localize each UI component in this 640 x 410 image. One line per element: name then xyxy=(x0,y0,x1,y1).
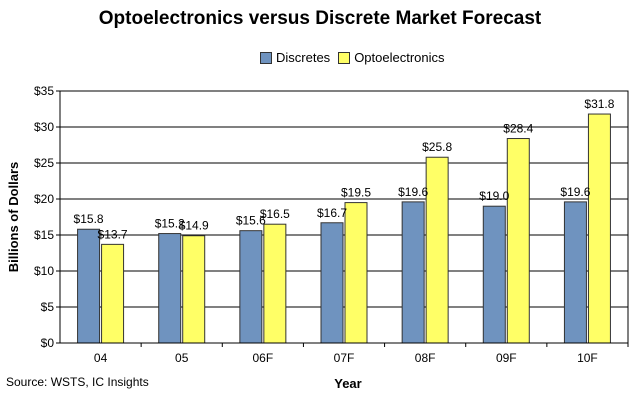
data-label: $19.6 xyxy=(560,185,590,199)
legend-swatch-discretes xyxy=(260,51,272,64)
x-tick-label: 08F xyxy=(415,351,436,365)
bar-discretes xyxy=(158,233,182,344)
x-tick-label: 04 xyxy=(94,351,108,365)
bar-discretes xyxy=(239,230,263,344)
bars xyxy=(77,113,611,344)
data-label: $19.6 xyxy=(398,185,428,199)
axes: $0 $5 $10 $15 $20 $25 $30 $35 04 05 06F 07F 08F 09F 10… xyxy=(6,84,629,391)
legend-item-discretes: Discretes xyxy=(260,50,330,65)
y-tick-label: $20 xyxy=(34,192,54,206)
legend-item-optoelectronics: Optoelectronics xyxy=(338,50,445,65)
data-label: $16.7 xyxy=(317,206,347,220)
bar-discretes xyxy=(563,201,587,344)
bar-optoelectronics xyxy=(101,243,125,344)
data-label: $14.9 xyxy=(179,219,209,233)
y-tick-label: $0 xyxy=(41,336,55,350)
x-tick-label: 09F xyxy=(496,351,517,365)
bar-optoelectronics xyxy=(182,235,206,344)
bar-optoelectronics xyxy=(263,223,287,344)
chart-title: Optoelectronics versus Discrete Market F… xyxy=(98,8,542,29)
y-tick-label: $30 xyxy=(34,120,54,134)
y-tick-label: $25 xyxy=(34,156,54,170)
data-label: $19.5 xyxy=(341,186,371,200)
data-label: $13.7 xyxy=(98,227,128,241)
bar-optoelectronics xyxy=(506,138,530,344)
x-tick-label: 07F xyxy=(334,351,355,365)
data-label: $15.8 xyxy=(74,212,104,226)
bar-discretes xyxy=(482,205,506,344)
y-tick-label: $10 xyxy=(34,264,54,278)
x-axis-title: Year xyxy=(334,376,361,391)
data-label: $15.2 xyxy=(155,217,185,231)
bar-discretes xyxy=(320,222,344,344)
legend-label-discretes: Discretes xyxy=(276,50,331,65)
data-label: $19.0 xyxy=(479,189,509,203)
data-label: $15.6 xyxy=(236,214,266,228)
y-tick-label: $5 xyxy=(41,300,55,314)
bar-optoelectronics xyxy=(587,113,611,344)
plot-frame xyxy=(59,90,629,344)
y-tick-label: $35 xyxy=(34,84,54,98)
x-tick-label: 06F xyxy=(253,351,274,365)
bar-discretes xyxy=(77,228,101,344)
y-tick-label: $15 xyxy=(34,228,54,242)
legend-label-optoelectronics: Optoelectronics xyxy=(354,50,445,65)
data-label: $31.8 xyxy=(584,97,614,111)
data-label: $16.5 xyxy=(260,207,290,221)
y-axis-title: Billions of Dollars xyxy=(6,162,21,273)
data-label: $28.4 xyxy=(503,122,533,136)
x-tick-label: 05 xyxy=(175,351,189,365)
data-labels: $15.8$13.7 $15.2$14.9 $15.6$16.5 $16.7 $19.5… xyxy=(74,97,615,241)
legend-swatch-optoelectronics xyxy=(338,51,351,64)
legend: Discretes Optoelectronics xyxy=(260,50,453,65)
x-tick-label: 10F xyxy=(577,351,598,365)
bar-optoelectronics xyxy=(425,156,449,344)
data-label: $25.8 xyxy=(422,140,452,154)
bar-discretes xyxy=(401,201,425,344)
source-note: Source: WSTS, IC Insights xyxy=(6,375,149,389)
bar-optoelectronics xyxy=(344,202,368,344)
